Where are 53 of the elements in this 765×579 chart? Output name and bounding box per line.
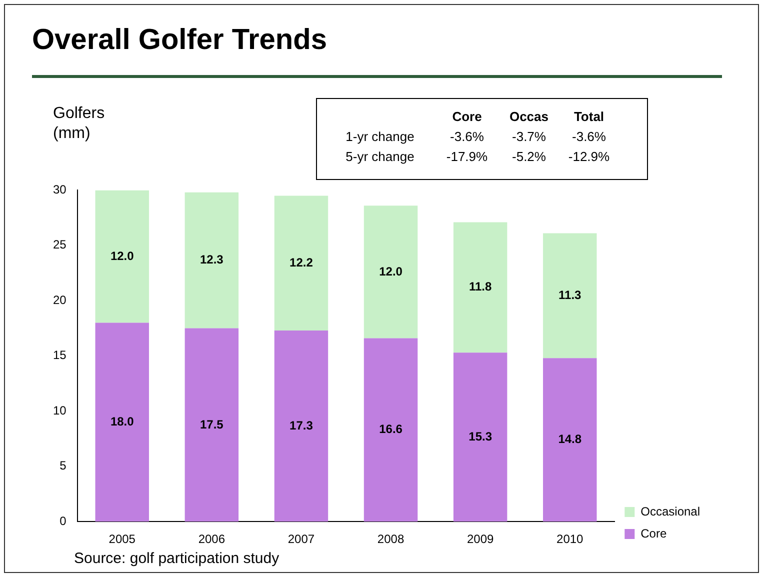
bar — [184, 328, 239, 522]
data-label: 17.5 — [200, 417, 224, 432]
bar — [95, 322, 149, 522]
text: Occas — [508, 109, 550, 126]
text: -3.6% — [449, 129, 485, 146]
y-tick-label: 20 — [52, 292, 67, 307]
x-tick-label: 2009 — [466, 532, 494, 546]
text: -17.9% — [445, 149, 489, 166]
data-label: 14.8 — [558, 432, 582, 446]
data-label: 12.0 — [110, 248, 134, 263]
data-label: 12.3 — [200, 252, 224, 267]
text: -5.2% — [511, 149, 547, 166]
legend-label: Occasional — [640, 504, 700, 518]
x-tick-label: 2007 — [288, 532, 315, 546]
text: Core — [451, 109, 483, 126]
y-tick-label: 10 — [52, 403, 67, 418]
data-label: 11.3 — [558, 288, 582, 302]
x-tick-label: 2010 — [556, 532, 584, 546]
text: -3.6% — [571, 129, 607, 146]
bar — [364, 206, 418, 338]
source-note: Source: golf participation study — [74, 550, 280, 567]
x-tick-label: 2005 — [108, 532, 136, 546]
x-tick-label: 2006 — [198, 532, 226, 546]
text: -12.9% — [567, 149, 611, 166]
y-tick-label: 0 — [60, 514, 67, 528]
bar — [274, 196, 328, 330]
y-axis-title: Golfers (mm) — [53, 104, 105, 144]
bar — [543, 233, 597, 358]
data-label: 17.3 — [290, 418, 314, 432]
y-tick-label: 30 — [52, 182, 67, 197]
text: 5-yr change — [344, 149, 416, 166]
data-label: 16.6 — [379, 422, 403, 436]
x-tick-label: 2008 — [377, 532, 404, 546]
data-label: 15.3 — [468, 429, 492, 444]
data-label: 12.2 — [290, 255, 314, 270]
data-label: 18.0 — [110, 414, 134, 428]
bar — [453, 352, 508, 522]
bar — [364, 338, 418, 522]
data-label: 11.8 — [468, 280, 492, 294]
chart-title: Overall Golfer Trends — [32, 24, 327, 57]
y-tick-label: 5 — [60, 458, 67, 473]
data-label: 12.0 — [379, 264, 403, 278]
text: 1-yr change — [344, 129, 416, 146]
bar — [274, 330, 328, 522]
legend-label: Core — [640, 526, 667, 540]
text: Total — [572, 109, 606, 126]
bar — [543, 358, 597, 522]
text: -3.7% — [511, 129, 547, 146]
bar — [453, 222, 508, 353]
bar — [184, 192, 239, 328]
y-tick-label: 25 — [52, 238, 67, 252]
bar — [95, 190, 149, 323]
y-tick-label: 15 — [52, 348, 67, 362]
